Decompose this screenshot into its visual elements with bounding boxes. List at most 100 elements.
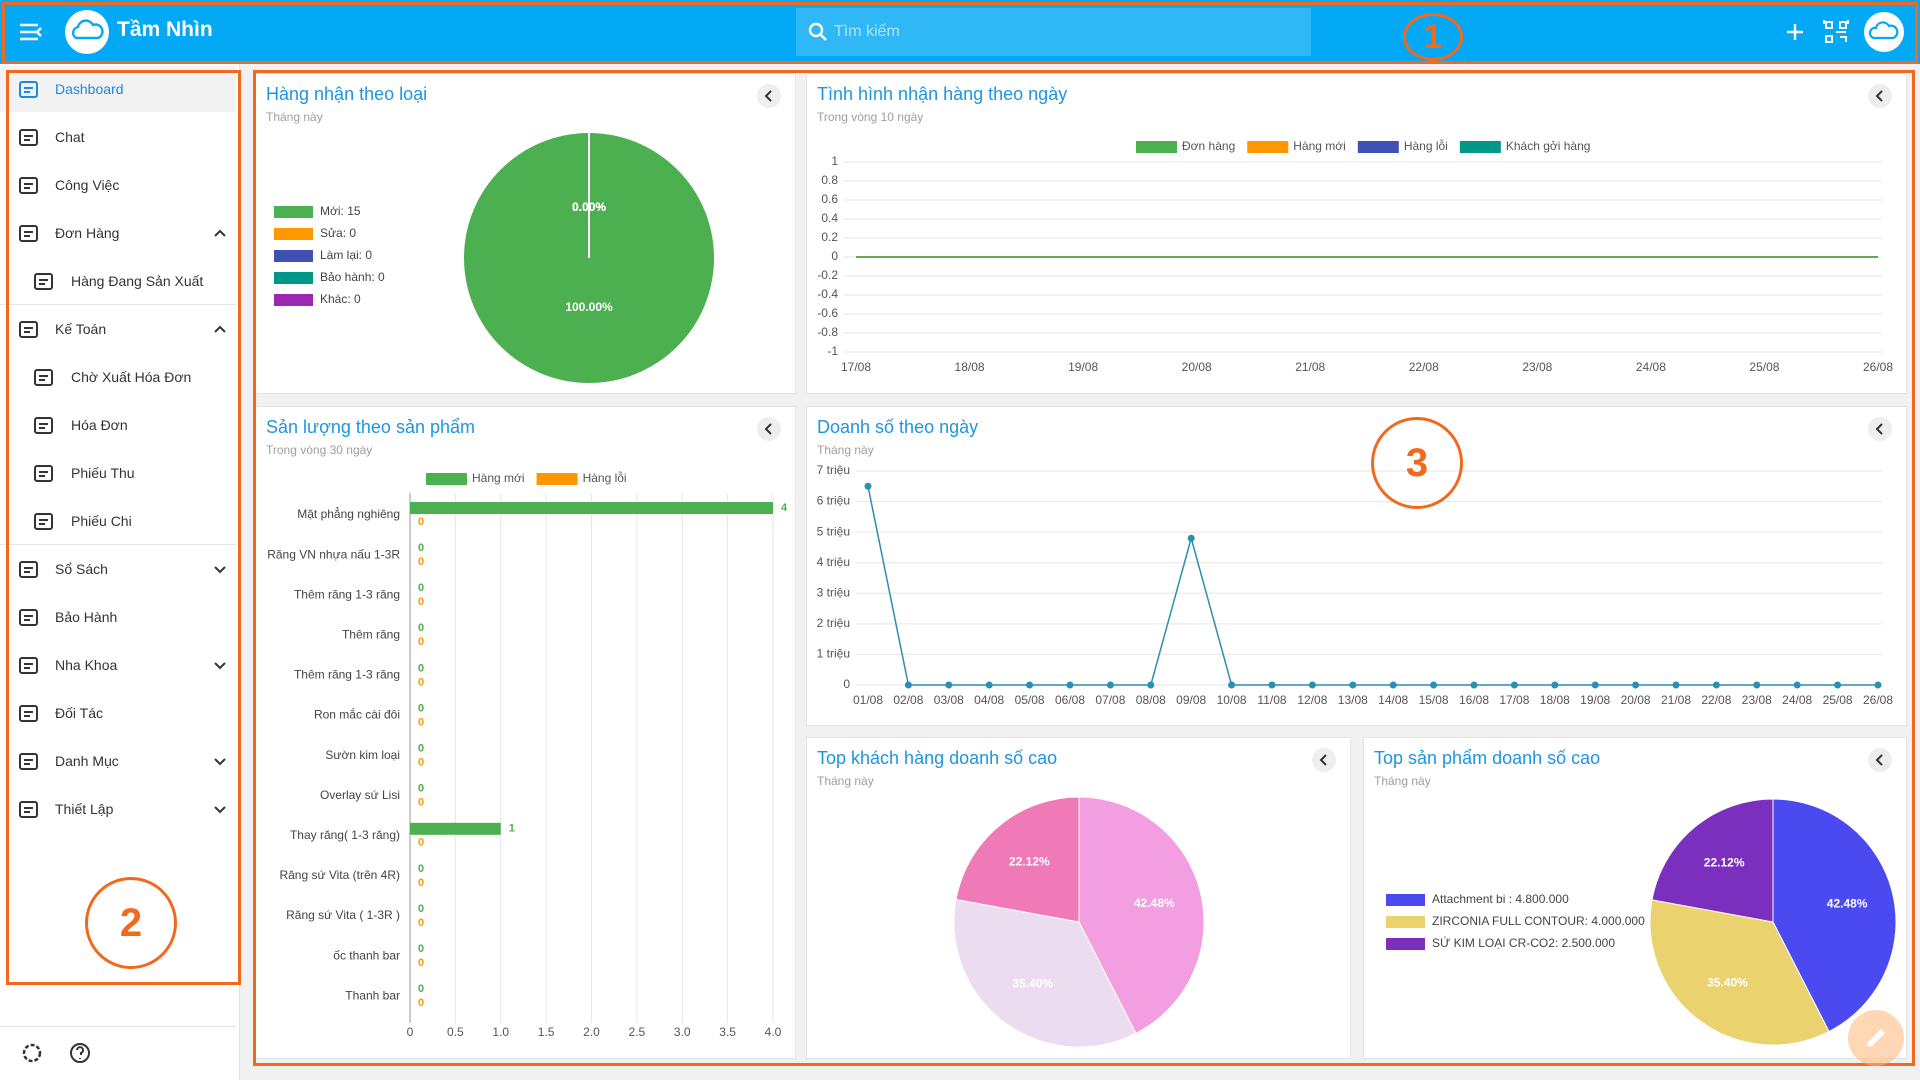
legend-label: Mới: 15 — [320, 204, 361, 218]
data-point — [985, 681, 993, 689]
bar-value-label: 0 — [418, 943, 424, 955]
x-tick-label: 20/08 — [1182, 360, 1212, 374]
data-point — [1106, 681, 1114, 689]
chevron — [214, 758, 226, 766]
data-point — [1672, 681, 1680, 689]
nav-item[interactable]: Phiếu Thu — [0, 450, 236, 496]
help-icon — [70, 1043, 90, 1063]
legend-swatch — [274, 250, 313, 262]
icon-shape — [24, 567, 33, 573]
bar-value-label: 0 — [418, 582, 424, 594]
slice-label: 0.00% — [572, 200, 606, 214]
legend-swatch — [536, 473, 578, 485]
legend-label: Hàng mới — [1293, 139, 1346, 153]
search-icon — [808, 22, 827, 41]
category-label: Thêm răng 1-3 răng — [294, 587, 400, 601]
nav-item[interactable]: Kế Toán — [0, 306, 236, 352]
nav-label: Đối Tác — [55, 705, 103, 721]
nav-item[interactable]: Đơn Hàng — [0, 210, 236, 256]
legend-label: Hàng mới — [472, 471, 525, 485]
data-point — [1874, 681, 1882, 689]
nav-icon — [19, 177, 38, 194]
icon-shape — [19, 705, 38, 722]
category-label: Răng sứ Vita ( 1-3R ) — [286, 908, 400, 922]
data-point — [904, 681, 912, 689]
icon-shape — [39, 375, 48, 381]
menu-button[interactable] — [14, 0, 54, 64]
slice-label: 35.40% — [1707, 975, 1748, 989]
chevron — [214, 662, 226, 670]
pie-slice — [953, 898, 1137, 1048]
legend-label: Làm lại: 0 — [320, 248, 372, 262]
data-point — [1308, 681, 1316, 689]
collapse-button[interactable] — [757, 417, 781, 441]
legend-label: Sửa: 0 — [320, 226, 356, 240]
icon-shape — [24, 183, 33, 189]
panel: 0 0.5 1.0 1.5 2.0 2.5 3.0 3.5 4.0 Mặt phẳng nghiê… — [255, 406, 796, 1059]
legend-label: Attachment bi : 4.800.000 — [1432, 892, 1569, 906]
qr-button[interactable] — [1821, 0, 1851, 64]
collapse-button[interactable] — [1868, 84, 1892, 108]
x-tick-label: 16/08 — [1459, 693, 1489, 707]
data-point — [1632, 681, 1640, 689]
x-tick-label: 01/08 — [853, 693, 883, 707]
icon-shape — [19, 609, 38, 626]
nav-item[interactable]: Sổ Sách — [0, 546, 236, 592]
search-box[interactable]: Tìm kiếm — [796, 8, 1311, 56]
nav-item[interactable]: Chờ Xuất Hóa Đơn — [0, 354, 236, 400]
y-tick-label: -0.6 — [817, 306, 838, 320]
panel-subtitle: Trong vòng 30 ngày — [266, 443, 373, 457]
bar — [410, 502, 773, 514]
chevron — [214, 325, 226, 333]
y-tick-label: 2 triệu — [817, 616, 850, 630]
data-point — [1510, 681, 1518, 689]
collapse-button[interactable] — [1312, 748, 1336, 772]
slice-label: 22.12% — [1009, 855, 1050, 869]
nav-item[interactable]: Hóa Đơn — [0, 402, 236, 448]
panel-title: Hàng nhận theo loại — [266, 84, 428, 104]
nav-item[interactable]: Bảo Hành — [0, 594, 236, 640]
y-tick-label: 6 triệu — [817, 494, 850, 508]
collapse-button[interactable] — [1868, 417, 1892, 441]
collapse-button[interactable] — [1868, 748, 1892, 772]
category-label: Thanh bar — [345, 988, 400, 1002]
y-tick-label: 0 — [831, 249, 838, 263]
icon-shape — [24, 231, 33, 237]
x-tick-label: 3.5 — [719, 1025, 736, 1039]
nav-item[interactable]: Nha Khoa — [0, 642, 236, 688]
x-tick-label: 22/08 — [1409, 360, 1439, 374]
chevron-shape — [214, 325, 226, 333]
category-label: Mặt phẳng nghiêng — [297, 506, 400, 521]
slice-label: 100.00% — [565, 300, 613, 314]
category-label: Overlay sứ Lisi — [320, 788, 400, 802]
nav-item[interactable]: Công Việc — [0, 162, 236, 208]
icon-shape — [34, 369, 53, 386]
nav-item[interactable]: Danh Mục — [0, 738, 236, 784]
nav-item[interactable]: Phiếu Chi — [0, 498, 236, 544]
legend-swatch — [274, 272, 313, 284]
y-tick-label: -0.2 — [817, 268, 838, 282]
nav-icon — [19, 609, 38, 626]
category-label: Răng sứ Vita (trên 4R) — [279, 868, 400, 882]
icon-shape — [24, 759, 33, 765]
nav-item[interactable]: Chat — [0, 114, 236, 160]
sidebar-footer — [22, 1043, 90, 1063]
icon-shape — [19, 801, 38, 818]
x-tick-label: 19/08 — [1068, 360, 1098, 374]
avatar[interactable] — [1862, 10, 1906, 54]
pie-slice — [1078, 796, 1205, 1034]
collapse-button[interactable] — [757, 84, 781, 108]
pie-slice — [1649, 899, 1830, 1046]
nav-item[interactable]: Dashboard — [0, 66, 236, 112]
legend-swatch — [274, 294, 313, 306]
panel-title: Top khách hàng doanh số cao — [817, 748, 1058, 768]
edit-fab[interactable] — [1848, 1010, 1904, 1066]
data-point — [1430, 681, 1438, 689]
add-button[interactable] — [1780, 0, 1810, 64]
legend-label: SỨ KIM LOẠI CR-CO2: 2.500.000 — [1432, 935, 1615, 950]
nav-item[interactable]: Thiết Lập — [0, 786, 236, 832]
nav-item[interactable]: Đối Tác — [0, 690, 236, 736]
nav-icon — [19, 801, 38, 818]
data-point — [1470, 681, 1478, 689]
nav-item[interactable]: Hàng Đang Sản Xuất — [0, 258, 236, 304]
